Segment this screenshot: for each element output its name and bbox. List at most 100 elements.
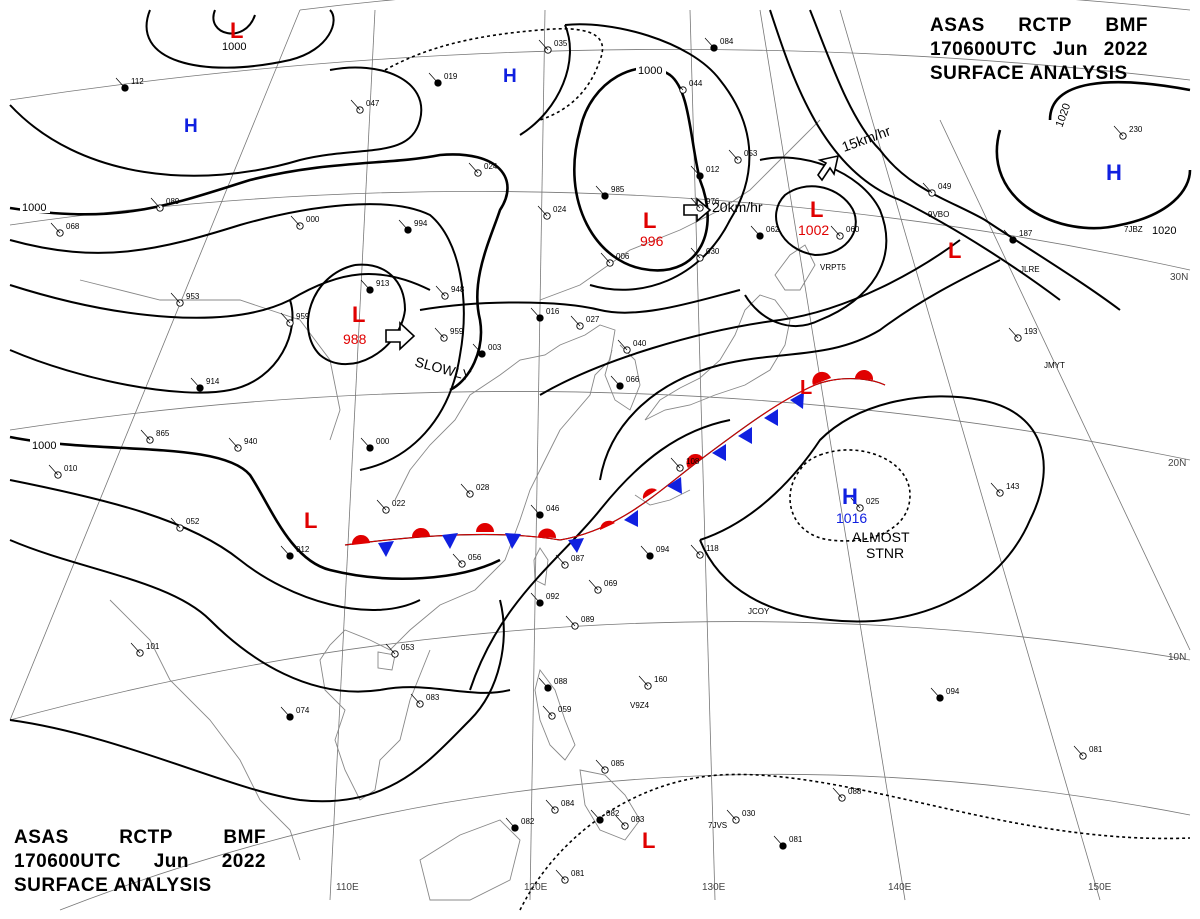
latitude-line (9, 48, 1191, 101)
wind-barb (376, 499, 387, 511)
header-station: RCTP (1018, 15, 1072, 36)
chart-header-bottom-left: ASAS RCTP BMF 170600UTC Jun 2022 SURFACE… (14, 826, 266, 898)
wind-barb (115, 77, 126, 89)
wind-barb (726, 809, 737, 821)
station-pressure-value: 940 (244, 437, 258, 446)
high-center-symbol: H (503, 66, 517, 87)
longitude-label: 150E (1088, 882, 1112, 893)
wind-barb (290, 215, 301, 227)
warm-front-semicircle (855, 369, 874, 380)
low-center-symbol: L (800, 377, 812, 399)
graticule (9, 0, 1191, 911)
wind-barb (570, 315, 581, 327)
isobar-label: 1020 (1152, 225, 1176, 237)
cold-front-triangle (624, 510, 638, 527)
wind-barb (542, 705, 553, 717)
station-pressure-value: 030 (706, 247, 720, 256)
isobar-labels: 1000 1000 1000 1000 1020 1020 (20, 41, 1180, 452)
latitude-label: 30N (1170, 272, 1188, 283)
wind-barb (190, 377, 201, 389)
wind-barb (50, 222, 61, 234)
wind-barb (1003, 229, 1014, 241)
header-line-2: 170600UTC Jun 2022 (14, 850, 266, 874)
movement-arrow (385, 321, 416, 351)
station-pressure-value: 060 (846, 225, 860, 234)
isobar-label-bg (20, 200, 50, 213)
station-pressure-value: 035 (554, 39, 568, 48)
station-callsign: V9Z4 (630, 701, 650, 710)
cold-front-triangle (442, 533, 458, 549)
station-pressure-value: 985 (611, 185, 625, 194)
wind-barb (537, 205, 548, 217)
longitude-line (939, 119, 1191, 651)
cold-front-triangle (505, 533, 521, 549)
isobar-label: 1000 (22, 202, 46, 214)
weather-front (344, 369, 886, 557)
high-center-symbol: H (184, 116, 198, 137)
cold-front-triangle (790, 392, 804, 409)
wind-barb (360, 437, 371, 449)
wind-barb (704, 37, 715, 49)
coastline-hainan (377, 651, 396, 671)
wind-barb (140, 429, 151, 441)
station-pressure-value: 027 (586, 315, 600, 324)
station-pressure-value: 092 (546, 592, 560, 601)
longitude-line (689, 9, 716, 901)
isobar (519, 23, 751, 291)
header-month: Jun (153, 851, 189, 872)
wind-barb (590, 809, 601, 821)
station-pressure-value: 089 (166, 197, 180, 206)
warm-front-symbols (351, 369, 874, 545)
station-pressure-value: 049 (938, 182, 952, 191)
low-center-value: 996 (640, 233, 664, 249)
wind-barb (990, 482, 1001, 494)
isobar-label-bg (1150, 223, 1180, 236)
wind-barb (48, 464, 59, 476)
dotted-line (789, 449, 911, 542)
wind-barb (434, 327, 445, 339)
wind-barb (460, 483, 471, 495)
station-pressure-value: 016 (546, 307, 560, 316)
station-pressure-value: 053 (401, 643, 415, 652)
wind-barb (690, 165, 701, 177)
warm-front-semicircle (351, 534, 370, 545)
wind-barb (468, 162, 479, 174)
station-pressure-value: 024 (553, 205, 567, 214)
station-pressure-value: 052 (186, 517, 200, 526)
station-pressure-value: 913 (376, 279, 390, 288)
station-pressure-value: 143 (1006, 482, 1020, 491)
isobar (306, 263, 407, 366)
station-pressure-value: 081 (1089, 745, 1103, 754)
station-pressure-value: 084 (561, 799, 575, 808)
station-callsign: 7JBZ (1124, 225, 1143, 234)
station-callsign: JMYT (1044, 361, 1065, 370)
coastline-ryukyu (634, 489, 691, 506)
coastline-borneo (419, 819, 521, 901)
wind-barb (452, 553, 463, 565)
wind-barb (360, 279, 371, 291)
station-callsign: JCOY (748, 607, 770, 616)
chart-header-top-right: ASAS RCTP BMF 170600UTC Jun 2022 SURFACE… (930, 14, 1148, 86)
isobar (995, 129, 1192, 230)
station-pressure-value: 056 (468, 553, 482, 562)
front-line-red (344, 378, 886, 546)
wind-barb (228, 437, 239, 449)
wind-barb (773, 835, 784, 847)
cold-front-triangle (712, 444, 726, 461)
cold-front-triangle (568, 538, 584, 553)
station-ids: 9VBO JLRE 7JBZ VRPT5 JMYT JCOY V9Z4 7JVS (630, 210, 1143, 830)
cold-front-triangle (667, 477, 682, 494)
header-station: RCTP (119, 827, 173, 848)
isobar (9, 539, 511, 694)
station-pressure-value: 160 (654, 675, 668, 684)
isobar (9, 299, 294, 394)
high-center-value: 1016 (836, 510, 867, 526)
warm-front-semicircle (538, 528, 557, 538)
low-center-value: 1002 (798, 222, 829, 238)
low-center-symbol: L (643, 208, 656, 233)
station-callsign: 7JVS (708, 821, 727, 830)
wind-barb (728, 149, 739, 161)
cold-front-triangle (378, 541, 394, 557)
low-center-symbol: L (642, 828, 655, 853)
latitude-line (59, 773, 1191, 911)
